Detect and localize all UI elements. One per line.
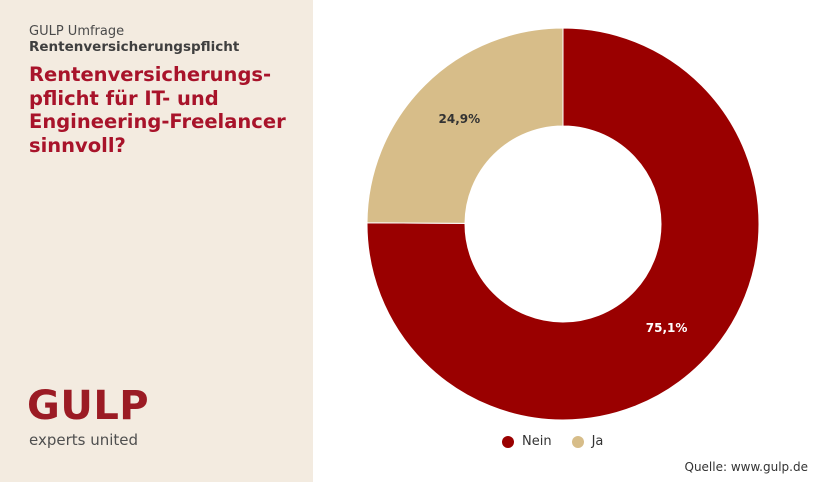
logo-wordmark: GULP [27, 383, 150, 429]
legend-item-ja: Ja [571, 434, 604, 449]
legend-swatch [571, 435, 584, 448]
logo-tagline: experts united [29, 431, 139, 449]
slice-value-label: 75,1% [646, 321, 688, 335]
legend-label: Ja [591, 434, 604, 449]
slice-nein [366, 27, 760, 421]
question-line: Engineering-Freelancer [29, 110, 286, 133]
legend-item-nein: Nein [502, 434, 552, 449]
question-line: Rentenversicherungs- [29, 63, 272, 86]
left-panel: GULP Umfrage Rentenversicherungspflicht … [0, 0, 313, 482]
legend-label: Nein [522, 434, 552, 449]
question-line: sinnvoll? [29, 133, 126, 157]
gulp-logo: GULP experts united [27, 383, 150, 449]
slice-ja [366, 27, 564, 224]
question-line: pflicht für IT- und [29, 86, 219, 110]
chart-legend: Nein Ja [502, 434, 623, 449]
question-title: Rentenversicherungs- pflicht für IT- und… [29, 63, 309, 157]
survey-topic: Rentenversicherungspflicht [29, 39, 240, 55]
survey-label: GULP Umfrage [29, 24, 125, 39]
source-note: Quelle: www.gulp.de [684, 460, 809, 474]
slice-value-label: 24,9% [439, 112, 481, 126]
legend-swatch [502, 435, 514, 448]
